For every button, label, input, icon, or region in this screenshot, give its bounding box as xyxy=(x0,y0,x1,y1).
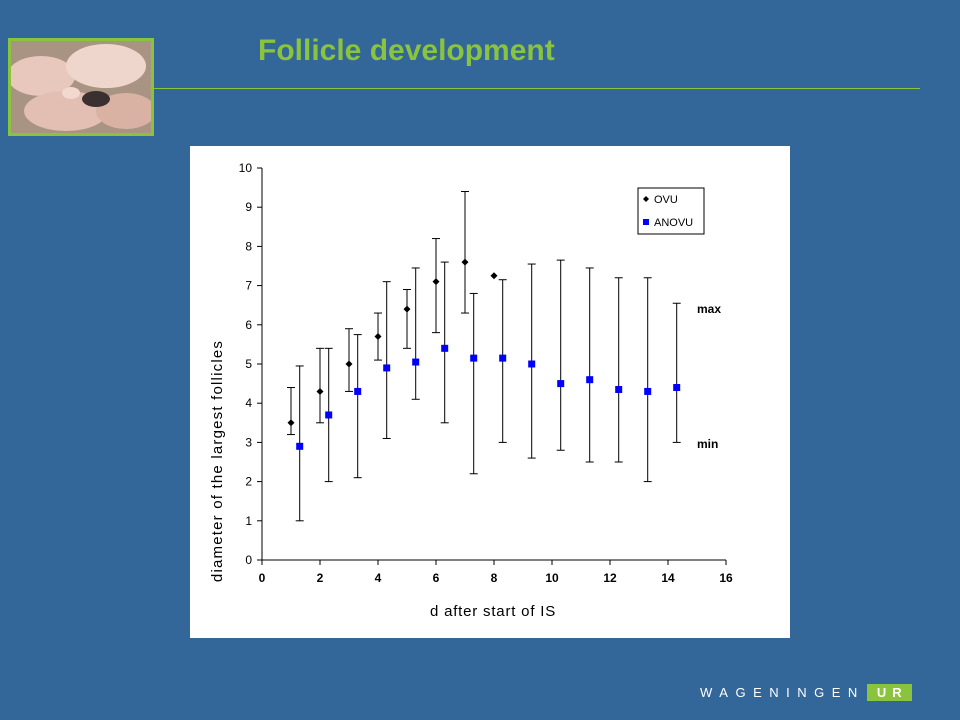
y-tick-label: 2 xyxy=(245,475,252,489)
y-tick-label: 4 xyxy=(245,396,252,410)
y-tick-label: 8 xyxy=(245,239,252,253)
anovu-point xyxy=(673,384,681,392)
x-tick-label: 10 xyxy=(545,571,559,585)
legend-anovu-marker xyxy=(643,219,649,225)
anovu-point xyxy=(586,376,594,384)
legend-box xyxy=(637,187,705,235)
ovu-point xyxy=(461,258,469,266)
x-tick-label: 2 xyxy=(317,571,324,585)
x-tick-label: 16 xyxy=(719,571,733,585)
logo-wordmark: WAGENINGEN xyxy=(700,684,865,700)
ovu-point xyxy=(490,272,498,280)
anovu-point xyxy=(557,380,565,388)
ovu-point xyxy=(403,305,411,313)
slide-title: Follicle development xyxy=(258,34,555,67)
ovu-point xyxy=(374,333,382,341)
x-axis-label: d after start of IS xyxy=(430,603,556,620)
x-tick-label: 8 xyxy=(491,571,498,585)
title-divider xyxy=(150,88,920,89)
y-tick-label: 10 xyxy=(239,161,253,175)
x-tick-label: 12 xyxy=(603,571,617,585)
anovu-point xyxy=(296,442,304,450)
y-tick-label: 6 xyxy=(245,318,252,332)
ovu-point xyxy=(287,419,295,427)
x-tick-label: 6 xyxy=(433,571,440,585)
y-tick-label: 3 xyxy=(245,435,252,449)
logo-ur-badge: UR xyxy=(866,683,912,701)
ovu-point xyxy=(316,387,324,395)
piglets-image xyxy=(11,41,151,133)
anovu-point xyxy=(325,411,333,419)
ovu-point xyxy=(432,278,440,286)
y-tick-label: 0 xyxy=(245,553,252,567)
anovu-point xyxy=(470,354,478,362)
x-tick-label: 4 xyxy=(375,571,382,585)
y-tick-label: 7 xyxy=(245,279,252,293)
x-tick-label: 14 xyxy=(661,571,675,585)
x-tick-label: 0 xyxy=(259,571,266,585)
chart-errorbars xyxy=(287,191,681,522)
chart-marks xyxy=(287,258,681,450)
ovu-point xyxy=(345,360,353,368)
legend-ovu-label: OVU xyxy=(654,194,678,206)
anovu-point xyxy=(354,387,362,395)
wageningen-ur-logo: WAGENINGEN UR xyxy=(700,683,912,701)
anovu-point xyxy=(383,364,391,372)
anovu-point xyxy=(441,344,449,352)
legend-anovu-label: ANOVU xyxy=(654,217,693,229)
y-tick-label: 9 xyxy=(245,200,252,214)
y-axis-label: diameter of the largest follicles xyxy=(209,340,226,582)
anovu-point xyxy=(499,354,507,362)
chart-panel: 0 1 2 3 4 5 6 7 8 9 10 0 2 4 6 8 10 12 14 16 diameter of th… xyxy=(190,146,790,638)
y-tick-label: 1 xyxy=(245,514,252,528)
y-tick-label: 5 xyxy=(245,357,252,371)
legend: OVU ANOVU xyxy=(637,187,705,235)
max-annotation: max xyxy=(697,302,721,316)
min-annotation: min xyxy=(697,437,718,451)
anovu-point xyxy=(528,360,536,368)
piglets-photo xyxy=(8,38,154,136)
anovu-point xyxy=(412,358,420,366)
anovu-point xyxy=(644,387,652,395)
legend-ovu-marker xyxy=(643,196,649,202)
anovu-point xyxy=(615,385,623,393)
